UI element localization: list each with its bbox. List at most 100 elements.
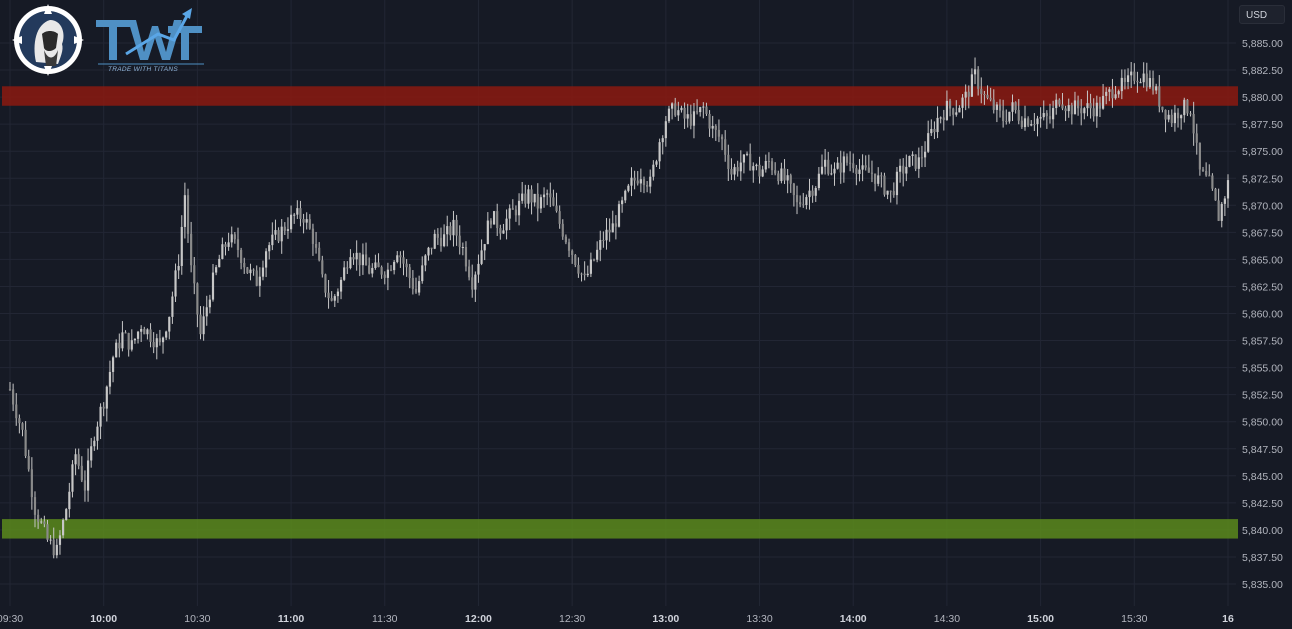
candle — [958, 105, 961, 113]
zones — [2, 86, 1238, 539]
candle-body — [586, 273, 589, 276]
candle — [549, 182, 552, 208]
candle-body — [414, 288, 418, 293]
candle-body — [702, 106, 705, 108]
candle-body — [27, 456, 30, 470]
price-tick-label: 5,852.50 — [1242, 390, 1283, 402]
candle — [605, 218, 608, 250]
candle-body — [289, 214, 293, 230]
candle-body — [458, 235, 461, 248]
candle-body — [792, 183, 795, 196]
candle — [439, 227, 443, 252]
titan-head-compass-icon — [12, 4, 204, 76]
candle — [221, 237, 224, 260]
time-axis[interactable]: 09:30 10:00 10:30 11:00 11:30 12:00 12:30 13:00… — [0, 613, 1234, 625]
candle-body — [767, 161, 771, 163]
candle — [427, 246, 430, 261]
candle — [330, 291, 333, 302]
candle-body — [708, 113, 711, 129]
candle — [261, 260, 265, 281]
candle — [186, 188, 190, 243]
candle-body — [130, 340, 133, 350]
price-axis[interactable]: 5,885.00 5,882.50 5,880.00 5,877.50 5,875.00… — [1242, 38, 1283, 591]
candle — [467, 259, 471, 281]
candle — [333, 294, 336, 307]
candle — [998, 99, 1002, 118]
candle — [658, 138, 661, 169]
candle — [218, 254, 221, 268]
candle-body — [261, 267, 265, 277]
candle-body — [1186, 99, 1189, 114]
candle — [780, 162, 783, 184]
candle-body — [745, 153, 749, 155]
candle — [1048, 103, 1052, 124]
candle-body — [193, 265, 196, 284]
candle-body — [567, 242, 571, 251]
candle-body — [1189, 113, 1192, 115]
candle-body — [592, 259, 596, 261]
candle — [583, 261, 586, 281]
candle-body — [277, 230, 280, 242]
candles — [8, 57, 1230, 559]
candle-body — [692, 111, 696, 126]
candle-body — [443, 234, 446, 247]
candle — [461, 242, 464, 256]
candle-body — [1042, 113, 1045, 118]
candle — [539, 194, 543, 213]
candle — [168, 316, 171, 340]
candle — [1083, 106, 1086, 120]
candle-body — [555, 205, 558, 212]
candle — [717, 119, 721, 143]
candle — [845, 153, 849, 166]
candle — [789, 173, 792, 193]
candle — [702, 102, 705, 119]
candle — [1045, 110, 1048, 129]
candle-body — [127, 333, 130, 350]
candle — [302, 213, 305, 234]
candle-body — [539, 197, 543, 209]
candle-body — [411, 278, 414, 289]
candle — [1167, 110, 1170, 123]
candle — [930, 119, 933, 136]
candle — [140, 325, 143, 343]
candle-body — [352, 257, 355, 260]
currency-selector[interactable]: USD — [1239, 5, 1285, 24]
candle-body — [111, 357, 115, 372]
candle-body — [870, 172, 874, 174]
candle-body — [152, 341, 155, 348]
candle — [948, 98, 952, 117]
candle-body — [52, 539, 55, 556]
candle — [1145, 62, 1148, 92]
candle-body — [1211, 175, 1214, 189]
candle-body — [1083, 108, 1086, 114]
candle — [873, 173, 877, 192]
candle-body — [1058, 99, 1061, 105]
candle — [592, 258, 596, 262]
candle — [496, 203, 499, 236]
candle-body — [661, 138, 664, 143]
candle-body — [1036, 118, 1039, 125]
candle-body — [948, 100, 952, 109]
candle-body — [683, 107, 686, 119]
candle-body — [780, 168, 783, 182]
candle — [1133, 63, 1136, 85]
candle-body — [755, 164, 758, 167]
price-tick-label: 5,885.00 — [1242, 38, 1283, 50]
candle — [396, 251, 399, 264]
candle — [852, 153, 855, 173]
candle — [902, 158, 905, 187]
candle — [792, 182, 795, 207]
candle — [471, 264, 474, 298]
candle — [65, 507, 68, 521]
candle-body — [61, 520, 65, 536]
candle — [102, 402, 105, 417]
candle — [767, 152, 771, 169]
candle-body — [168, 316, 171, 332]
candle-body — [268, 245, 271, 252]
candle — [499, 224, 502, 240]
candle — [268, 242, 271, 260]
candle — [1151, 70, 1155, 95]
candle — [1095, 95, 1098, 128]
